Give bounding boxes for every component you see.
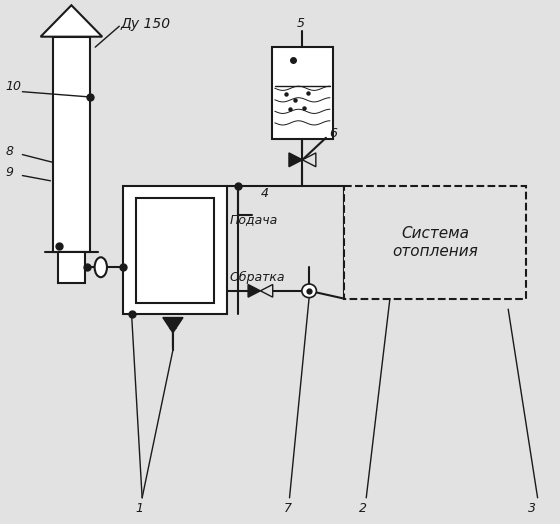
Bar [123, 186, 227, 314]
Text: 8: 8 [6, 146, 13, 158]
Polygon shape [289, 153, 302, 167]
Ellipse shape [95, 257, 107, 277]
Text: 3: 3 [528, 502, 536, 515]
Polygon shape [41, 5, 102, 37]
Bar [53, 37, 90, 252]
Text: Ду 150: Ду 150 [120, 17, 171, 30]
Text: 4: 4 [260, 188, 268, 200]
Text: 6: 6 [329, 127, 337, 140]
Bar [272, 47, 333, 139]
Polygon shape [302, 153, 316, 167]
Text: 7: 7 [284, 502, 292, 515]
Bar [344, 186, 526, 299]
Polygon shape [260, 285, 273, 297]
Text: 2: 2 [358, 502, 367, 515]
Polygon shape [248, 285, 260, 297]
Text: Система
отопления: Система отопления [393, 226, 478, 258]
Text: Подача: Подача [230, 214, 278, 226]
Text: 9: 9 [6, 167, 13, 179]
Bar [58, 252, 85, 283]
Text: 1: 1 [136, 502, 143, 515]
Text: 5: 5 [297, 17, 305, 30]
Circle shape [302, 284, 316, 298]
Bar [136, 198, 214, 303]
Text: Обратка: Обратка [230, 271, 285, 284]
Polygon shape [163, 318, 183, 333]
Text: 10: 10 [6, 80, 22, 93]
